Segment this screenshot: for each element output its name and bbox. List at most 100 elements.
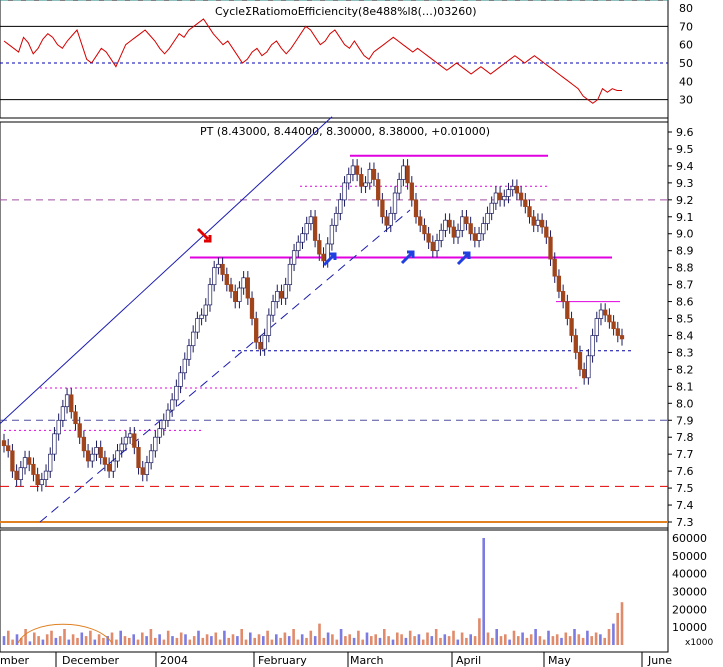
volume-bar	[465, 637, 468, 645]
volume-y-tick: 30000	[672, 586, 707, 599]
volume-bar	[227, 637, 230, 645]
volume-bar	[430, 636, 434, 645]
candle-body	[342, 182, 347, 201]
volume-bar	[253, 637, 256, 645]
volume-bar	[283, 632, 287, 645]
price-y-tick: 8.7	[676, 279, 694, 292]
volume-bar	[434, 629, 438, 645]
candle-body	[14, 470, 19, 480]
candle-body	[52, 433, 57, 455]
candle-body	[39, 479, 44, 486]
candle-body	[615, 328, 620, 336]
volume-bar	[93, 639, 97, 645]
candle-body	[22, 457, 28, 469]
candle-body	[69, 394, 74, 413]
volume-bar	[179, 632, 183, 645]
arrow-shape	[456, 251, 471, 266]
candle-body	[237, 287, 242, 302]
x-tick-label: December	[62, 654, 120, 667]
price-layer	[0, 0, 668, 523]
candle-body	[254, 318, 259, 343]
candle-body	[279, 291, 284, 299]
volume-bar	[132, 634, 135, 645]
volume-bar	[50, 630, 53, 645]
volume-bar	[28, 641, 32, 645]
volume-bar	[231, 634, 235, 645]
volume-bar	[223, 630, 226, 645]
volume-bar	[119, 630, 122, 645]
volume-bar	[361, 639, 364, 645]
candle-body	[489, 202, 494, 214]
volume-bar	[517, 636, 520, 645]
volume-bar	[529, 634, 533, 645]
candle-body	[266, 314, 272, 336]
rsi-line	[3, 18, 622, 104]
volume-bar	[512, 630, 516, 645]
candle-body	[451, 226, 456, 238]
candle-body	[548, 236, 553, 260]
price-y-tick: 7.3	[676, 516, 694, 529]
volume-bar	[413, 636, 416, 645]
volume-bar	[577, 634, 581, 645]
volume-bar	[166, 630, 170, 645]
volume-bar	[292, 629, 295, 645]
candle-body	[174, 385, 179, 401]
candle-body	[476, 233, 482, 241]
candle-body	[430, 241, 435, 252]
volume-bar	[305, 637, 308, 645]
volume-bar	[521, 632, 524, 645]
candle-body	[115, 450, 120, 462]
volume-bar	[154, 637, 157, 645]
candle-body	[308, 216, 314, 224]
volume-bar	[542, 639, 546, 645]
candle-body	[577, 352, 583, 370]
volume-bar	[162, 639, 166, 645]
volume-bar	[240, 629, 243, 645]
volume-bar	[538, 636, 542, 645]
volume-bar	[201, 637, 205, 645]
volume-bar	[249, 632, 252, 645]
candle-body	[111, 460, 116, 472]
volume-bar	[149, 629, 153, 645]
volume-bar	[33, 632, 36, 645]
volume-bar	[603, 637, 606, 645]
x-tick-label: June	[647, 654, 672, 667]
volume-bar	[309, 630, 313, 645]
volume-bar	[270, 639, 274, 645]
candle-body	[233, 291, 238, 302]
candle-body	[460, 216, 465, 231]
candle-body	[127, 433, 133, 438]
volume-bar	[300, 634, 304, 645]
rsi-y-tick: 40	[679, 75, 693, 88]
volume-bar	[236, 636, 239, 645]
candle-body	[468, 223, 473, 235]
red-arrow-icon	[196, 227, 212, 243]
volume-bar	[447, 636, 451, 645]
volume-bar	[214, 632, 218, 645]
volume-bar	[71, 634, 75, 645]
candle-body	[611, 321, 616, 330]
volume-bar	[210, 636, 213, 645]
volume-bar	[495, 629, 498, 645]
candle-body	[35, 474, 40, 486]
candle-body	[607, 314, 612, 323]
candle-body	[384, 216, 389, 226]
candle-body	[401, 165, 406, 180]
candle-body	[434, 240, 440, 252]
blue-arrow-icon	[456, 251, 471, 266]
volume-bar	[24, 629, 27, 645]
volume-bar	[573, 629, 576, 645]
volume-bar	[89, 630, 92, 645]
candle-body	[539, 219, 545, 228]
volume-bar	[244, 639, 248, 645]
candle-body	[90, 453, 95, 462]
volume-bar	[266, 630, 269, 645]
channel-lower-line	[39, 209, 411, 523]
candle-body	[94, 447, 99, 455]
candle-body	[367, 168, 372, 184]
volume-bar	[11, 639, 14, 645]
candle-body	[228, 284, 234, 292]
volume-bar	[478, 618, 481, 646]
volume-bar	[41, 639, 45, 645]
